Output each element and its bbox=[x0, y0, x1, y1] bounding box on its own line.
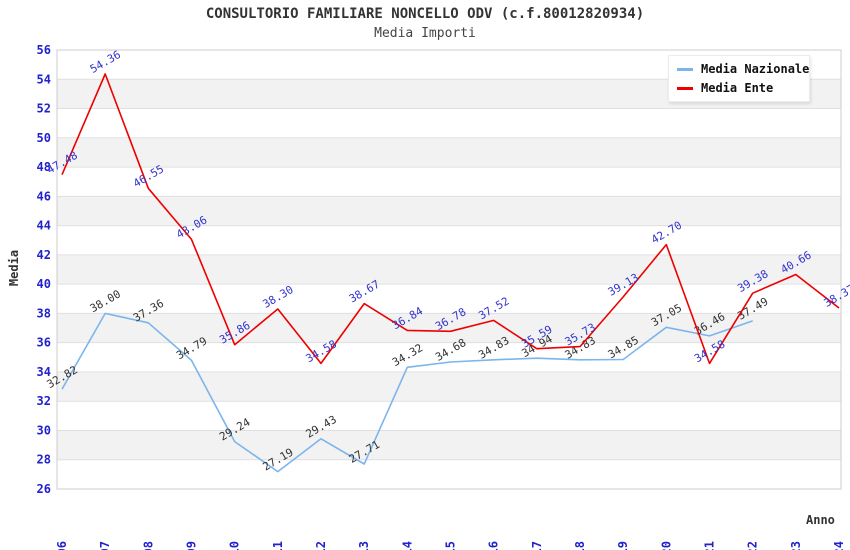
plot-band bbox=[57, 254, 841, 285]
y-tick-label: 38 bbox=[37, 306, 51, 320]
series-line-media-ente bbox=[61, 73, 840, 365]
x-tick-label: 2010 bbox=[228, 541, 242, 550]
y-tick-label: 48 bbox=[37, 160, 51, 174]
y-tick-label: 44 bbox=[37, 219, 51, 233]
data-label: 38.30 bbox=[260, 283, 295, 311]
y-tick-label: 46 bbox=[37, 189, 51, 203]
x-tick-label: 2006 bbox=[55, 541, 69, 550]
x-tick-label: 2007 bbox=[98, 541, 112, 550]
y-tick-label: 28 bbox=[37, 453, 51, 467]
x-tick-label: 2024 bbox=[832, 541, 846, 550]
chart-subtitle: Media Importi bbox=[374, 26, 476, 41]
x-tick-label: 2013 bbox=[357, 541, 371, 550]
y-tick-label: 42 bbox=[37, 248, 51, 262]
y-tick-label: 56 bbox=[37, 43, 51, 57]
y-tick-label: 32 bbox=[37, 394, 51, 408]
legend-label: Media Nazionale bbox=[701, 62, 810, 76]
legend: Media Nazionale Media Ente bbox=[668, 55, 810, 102]
plot-band bbox=[57, 137, 841, 168]
legend-label: Media Ente bbox=[701, 81, 774, 95]
x-axis-title: Anno bbox=[806, 513, 835, 527]
y-tick-label: 34 bbox=[37, 365, 51, 379]
x-tick-label: 2020 bbox=[659, 541, 673, 550]
data-label: 38.00 bbox=[88, 287, 123, 315]
data-label: 54.36 bbox=[88, 48, 123, 76]
x-tick-label: 2021 bbox=[703, 541, 717, 550]
y-tick-label: 36 bbox=[37, 336, 51, 350]
legend-item-media-ente[interactable]: Media Ente bbox=[677, 81, 801, 95]
chart-title: CONSULTORIO FAMILIARE NONCELLO ODV (c.f.… bbox=[205, 6, 645, 22]
series-line-media-nazionale bbox=[61, 312, 753, 473]
legend-swatch-icon bbox=[677, 67, 693, 71]
plot-band bbox=[57, 430, 841, 460]
y-tick-label: 40 bbox=[37, 277, 51, 291]
y-tick-label: 52 bbox=[37, 102, 51, 116]
x-tick-label: 2022 bbox=[746, 541, 760, 550]
y-tick-label: 26 bbox=[37, 482, 51, 496]
plot-band bbox=[57, 313, 841, 343]
plot-band bbox=[57, 196, 841, 226]
x-tick-label: 2012 bbox=[314, 541, 328, 550]
x-tick-label: 2008 bbox=[141, 541, 155, 550]
x-tick-label: 2015 bbox=[444, 541, 458, 550]
x-tick-label: 2019 bbox=[616, 541, 630, 550]
y-tick-label: 50 bbox=[37, 131, 51, 145]
plot-frame bbox=[56, 49, 842, 490]
y-tick-label: 30 bbox=[37, 423, 51, 437]
x-tick-label: 2018 bbox=[573, 541, 587, 550]
x-tick-label: 2011 bbox=[271, 541, 285, 550]
legend-item-media-nazionale[interactable]: Media Nazionale bbox=[677, 62, 809, 76]
x-tick-label: 2009 bbox=[185, 541, 199, 550]
x-tick-label: 2023 bbox=[789, 541, 803, 550]
y-tick-label: 54 bbox=[37, 72, 51, 86]
legend-swatch-icon bbox=[677, 86, 693, 90]
x-tick-label: 2017 bbox=[530, 541, 544, 550]
x-tick-label: 2014 bbox=[400, 541, 414, 550]
x-tick-label: 2016 bbox=[487, 541, 501, 550]
plot-band bbox=[57, 371, 841, 402]
